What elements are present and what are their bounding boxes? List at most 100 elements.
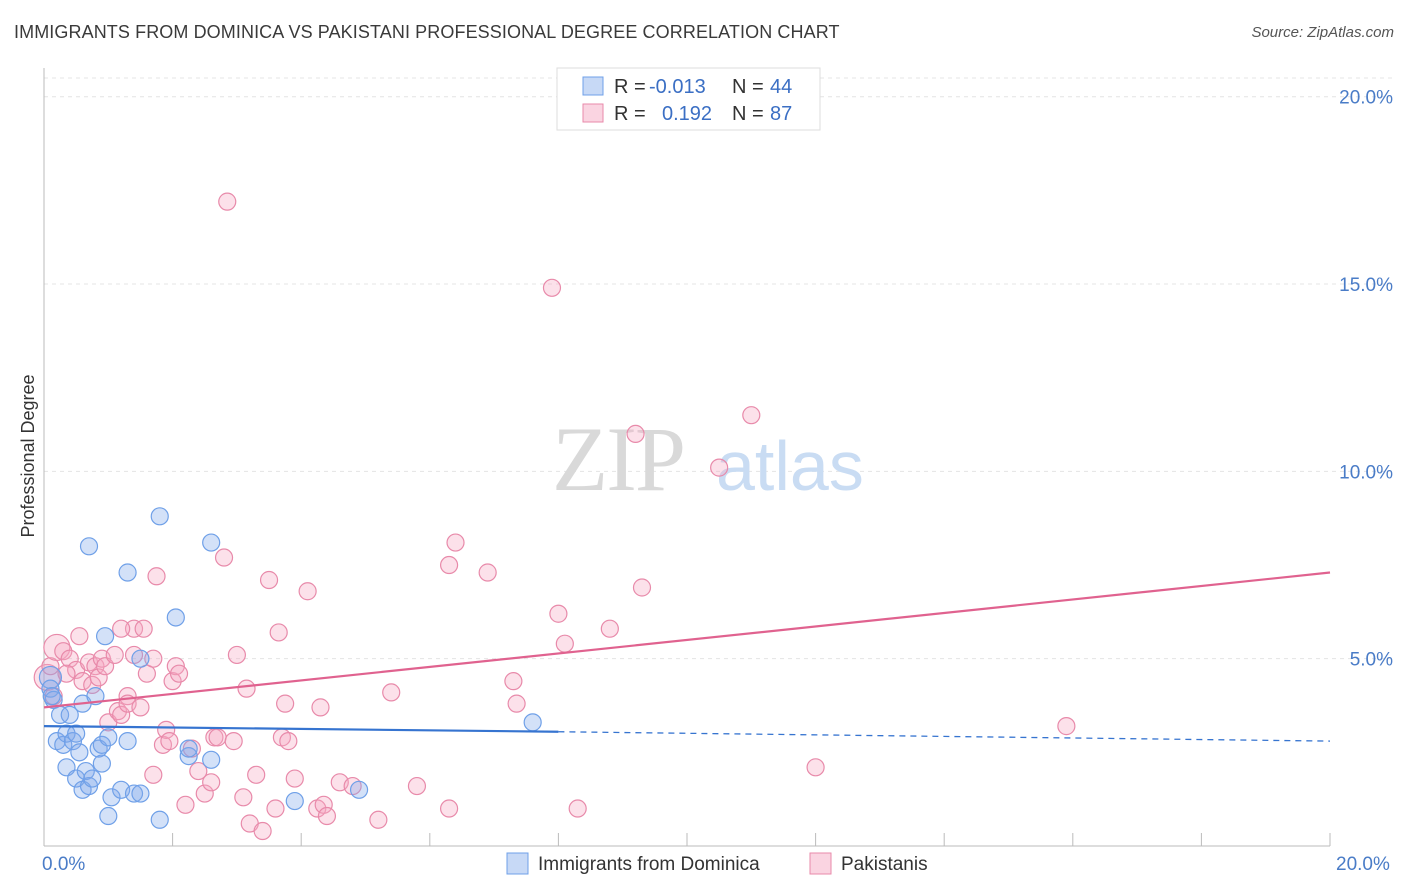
point-pakistanis-77 [568, 799, 587, 818]
series-dominica-points [38, 507, 542, 829]
point-dominica-31 [131, 649, 150, 668]
point-pakistanis-28 [147, 567, 166, 586]
point-pakistanis-56 [279, 732, 298, 751]
point-pakistanis-5 [60, 649, 79, 668]
point-dominica-11 [70, 743, 89, 762]
point-pakistanis-10 [83, 675, 102, 695]
point-dominica-23 [99, 728, 118, 747]
y-tick-label-3: 20.0% [1339, 88, 1393, 109]
point-pakistanis-41 [208, 728, 227, 747]
point-pakistanis-61 [314, 795, 333, 814]
point-pakistanis-60 [311, 698, 330, 717]
point-pakistanis-30 [157, 720, 176, 739]
y-tick-label-1: 10.0% [1339, 462, 1393, 483]
point-dominica-38 [202, 533, 221, 552]
bottom-legend-swatch-pakistanis [809, 852, 832, 875]
point-pakistanis-35 [176, 795, 195, 814]
point-dominica-27 [118, 732, 137, 751]
series-pakistanis-points [33, 192, 1076, 841]
grid-lines [44, 77, 1392, 660]
point-pakistanis-32 [163, 672, 182, 691]
point-pakistanis-18 [112, 705, 131, 724]
point-pakistanis-37 [189, 761, 208, 781]
point-dominica-40 [349, 780, 369, 799]
bottom-legend-label-pakistanis: Pakistanis [841, 854, 928, 875]
point-pakistanis-53 [269, 623, 288, 642]
point-dominica-33 [150, 507, 169, 526]
point-pakistanis-46 [234, 788, 253, 807]
legend-r-label-1: R = [614, 76, 646, 98]
point-dominica-32 [150, 810, 169, 829]
trend-line-dominica [43, 725, 559, 733]
legend-r-label-2: R = [614, 103, 646, 125]
point-pakistanis-31 [160, 732, 179, 751]
point-pakistanis-72 [504, 672, 523, 691]
point-pakistanis-73 [507, 694, 526, 713]
point-dominica-1 [41, 679, 60, 698]
trend-lines [43, 571, 1331, 742]
point-pakistanis-7 [70, 627, 89, 646]
point-pakistanis-16 [105, 645, 124, 665]
point-pakistanis-84 [1057, 717, 1076, 736]
point-pakistanis-27 [144, 649, 163, 668]
point-pakistanis-81 [710, 458, 729, 477]
y-tick-labels: 5.0% 10.0% 15.0% 20.0% [1339, 88, 1393, 671]
bottom-legend-swatch-dominica [506, 852, 529, 875]
watermark-atlas: atlas [716, 427, 864, 505]
point-pakistanis-50 [253, 821, 272, 841]
point-dominica-36 [179, 739, 198, 758]
legend-n-label-1: N = [732, 76, 764, 98]
point-pakistanis-66 [382, 683, 401, 702]
point-pakistanis-62 [317, 806, 337, 826]
point-pakistanis-74 [542, 278, 562, 297]
x-tick-label-min: 0.0% [42, 854, 85, 875]
point-dominica-28 [118, 563, 137, 582]
x-tick-label-max: 20.0% [1336, 854, 1390, 875]
point-pakistanis-44 [224, 732, 243, 751]
point-pakistanis-25 [137, 664, 156, 683]
source-credit: Source: ZipAtlas.com [1251, 24, 1394, 41]
point-pakistanis-49 [247, 765, 266, 784]
point-pakistanis-86 [57, 664, 76, 683]
legend-swatch-dominica [582, 76, 604, 96]
point-pakistanis-24 [134, 619, 153, 638]
watermark-zip: ZIP [552, 408, 684, 510]
legend-n-label-2: N = [732, 103, 764, 125]
point-pakistanis-75 [549, 604, 568, 623]
point-pakistanis-11 [86, 657, 105, 676]
point-dominica-34 [166, 608, 185, 627]
point-dominica-42 [42, 687, 61, 706]
legend-n-value-1: 44 [770, 76, 792, 98]
point-pakistanis-19 [118, 687, 137, 706]
point-dominica-24 [99, 806, 118, 826]
point-dominica-30 [131, 784, 150, 803]
point-pakistanis-78 [600, 619, 619, 638]
point-dominica-39 [285, 791, 304, 811]
point-pakistanis-43 [218, 192, 237, 211]
point-pakistanis-85 [112, 619, 131, 638]
series-legend: Immigrants from Dominica Pakistanis [506, 852, 928, 875]
point-dominica-5 [54, 735, 73, 754]
point-dominica-25 [102, 788, 121, 807]
point-pakistanis-47 [237, 679, 256, 698]
point-dominica-43 [67, 724, 86, 743]
x-tick-marks [172, 833, 1331, 846]
point-pakistanis-82 [742, 406, 761, 425]
point-pakistanis-55 [276, 694, 295, 713]
point-pakistanis-26 [144, 765, 163, 784]
point-pakistanis-83 [806, 758, 825, 777]
y-tick-label-0: 5.0% [1350, 650, 1393, 671]
y-tick-label-2: 15.0% [1339, 275, 1393, 296]
point-pakistanis-57 [285, 769, 304, 788]
point-dominica-21 [92, 735, 111, 754]
point-pakistanis-42 [214, 548, 234, 567]
point-pakistanis-58 [298, 582, 317, 601]
legend-n-value-2: 87 [770, 103, 792, 125]
point-dominica-37 [202, 750, 221, 769]
point-pakistanis-39 [202, 773, 221, 792]
point-pakistanis-51 [259, 570, 279, 590]
legend-r-value-1: -0.013 [649, 76, 706, 98]
correlation-legend: R = -0.013 N = 44 R = 0.192 N = 87 [556, 67, 821, 131]
point-dominica-8 [60, 705, 79, 724]
point-dominica-41 [523, 713, 542, 732]
